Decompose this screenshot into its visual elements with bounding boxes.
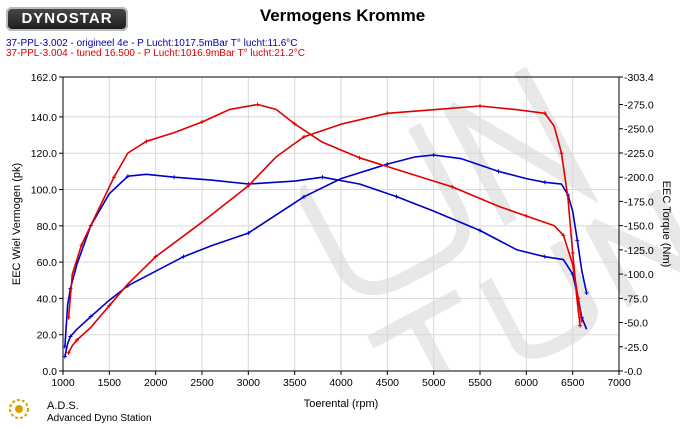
y-tick-label: 20.0 <box>37 330 58 342</box>
data-point-power_original <box>542 180 547 185</box>
x-tick-label: 1500 <box>98 377 122 389</box>
y2-tick-label: -0.0 <box>624 366 642 378</box>
data-point-power_tuned <box>107 303 112 308</box>
y2-tick-label: -250.0 <box>624 124 654 136</box>
data-point-power_original <box>431 153 436 158</box>
y2-axis-label: EEC Torque (Nm) <box>660 181 672 268</box>
x-axis-label: Toerental (rpm) <box>304 398 379 410</box>
series-line-torque_original <box>64 173 588 347</box>
y2-tick-label: -225.0 <box>624 148 654 160</box>
data-point-power_tuned <box>153 254 158 259</box>
data-point-power_original <box>584 290 589 295</box>
data-point-torque_original <box>320 175 325 180</box>
footer-name: A.D.S. <box>47 400 79 412</box>
data-point-torque_tuned <box>357 155 362 160</box>
data-point-power_original <box>68 334 73 339</box>
y2-tick-label: -50.0 <box>624 318 648 330</box>
data-point-torque_tuned <box>292 121 297 126</box>
y-axis-label: EEC Wiel Vermogen (pk) <box>11 163 23 285</box>
x-tick-label: 7000 <box>607 377 631 389</box>
run-label-tuned: 37-PPL-3.004 - tuned 16.500 - P Lucht:10… <box>6 48 305 59</box>
x-tick-label: 6000 <box>515 377 539 389</box>
grid <box>62 76 620 372</box>
y2-tick-label: -75.0 <box>624 293 648 305</box>
data-point-power_tuned <box>301 134 306 139</box>
logo-text: DYNOSTAR <box>21 10 113 27</box>
y2-tick-label: -275.0 <box>624 100 654 112</box>
series-line-torque_tuned <box>67 103 583 323</box>
ads-logo-icon <box>9 399 29 419</box>
data-point-power_original <box>62 354 67 359</box>
x-tick-label: 1000 <box>51 377 75 389</box>
data-point-power_original <box>301 194 306 199</box>
data-point-torque_tuned <box>450 184 455 189</box>
x-tick-label: 6500 <box>561 377 585 389</box>
data-point-power_tuned <box>570 251 575 256</box>
x-tick-label: 2000 <box>144 377 168 389</box>
data-point-torque_tuned <box>576 296 581 301</box>
data-point-torque_original <box>172 175 177 180</box>
data-point-power_tuned <box>478 104 482 109</box>
y2-tick-label: -25.0 <box>624 342 648 354</box>
x-tick-label: 2500 <box>190 377 214 389</box>
data-point-power_original <box>88 314 93 319</box>
x-tick-label: 4500 <box>376 377 400 389</box>
y-tick-label: 162.0 <box>31 72 57 84</box>
data-point-power_tuned <box>542 111 547 116</box>
data-point-torque_tuned <box>255 102 260 107</box>
axes <box>59 76 623 375</box>
data-point-power_original <box>575 238 580 243</box>
y-tick-label: 100.0 <box>31 185 57 197</box>
data-point-power_tuned <box>66 350 71 355</box>
y-tick-label: 120.0 <box>31 148 57 160</box>
data-point-torque_original <box>542 254 547 259</box>
data-point-power_original <box>181 254 186 259</box>
y2-tick-label: -175.0 <box>624 196 654 208</box>
y-tick-label: 40.0 <box>37 293 58 305</box>
series <box>62 102 589 359</box>
series-line-power_tuned <box>67 105 581 354</box>
data-point-torque_original <box>394 194 399 199</box>
run-label-original: 37-PPL-3.002 - origineel 4e - P Lucht:10… <box>6 38 298 49</box>
y-tick-label: 80.0 <box>37 221 58 233</box>
y2-tick-label: -200.0 <box>624 172 654 184</box>
x-tick-label: 5000 <box>422 377 446 389</box>
x-tick-label: 4000 <box>329 377 353 389</box>
y2-tick-label: -150.0 <box>624 221 654 233</box>
data-point-torque_tuned <box>524 213 529 218</box>
data-point-torque_original <box>62 344 67 349</box>
data-point-power_tuned <box>578 323 583 328</box>
plot-frame <box>62 76 620 372</box>
data-point-torque_original <box>125 174 130 179</box>
data-point-torque_tuned <box>200 119 204 124</box>
y-tick-label: 140.0 <box>31 112 57 124</box>
x-tick-label: 5500 <box>468 377 492 389</box>
data-point-torque_tuned <box>111 175 116 180</box>
dynostar-logo: DYNOSTAR <box>6 7 128 31</box>
data-point-power_tuned <box>385 111 390 116</box>
y2-tick-label: -303.4 <box>624 72 654 84</box>
data-point-power_tuned <box>74 338 79 343</box>
axis-labels: 1000 1500 2000 2500 3000 3500 4000 4500 5000 5500… <box>11 72 672 410</box>
data-point-power_original <box>385 162 390 167</box>
data-point-torque_original <box>478 228 482 233</box>
footer-subtitle: Advanced Dyno Station <box>47 413 152 424</box>
data-point-power_original <box>246 231 251 236</box>
data-point-power_original <box>496 169 501 174</box>
data-point-torque_tuned <box>66 315 71 320</box>
series-line-power_original <box>64 154 588 357</box>
chart-title: Vermogens Kromme <box>259 6 426 25</box>
data-point-torque_tuned <box>79 243 84 248</box>
y2-tick-label: -125.0 <box>624 245 654 257</box>
data-point-power_tuned <box>559 151 564 156</box>
data-point-torque_tuned <box>561 233 566 238</box>
x-tick-label: 3000 <box>237 377 261 389</box>
x-tick-label: 3500 <box>283 377 307 389</box>
y2-tick-label: -100.0 <box>624 269 654 281</box>
y-tick-label: 60.0 <box>37 257 58 269</box>
y-tick-label: 0.0 <box>42 366 57 378</box>
data-point-power_tuned <box>246 183 251 188</box>
data-point-torque_tuned <box>144 139 149 144</box>
